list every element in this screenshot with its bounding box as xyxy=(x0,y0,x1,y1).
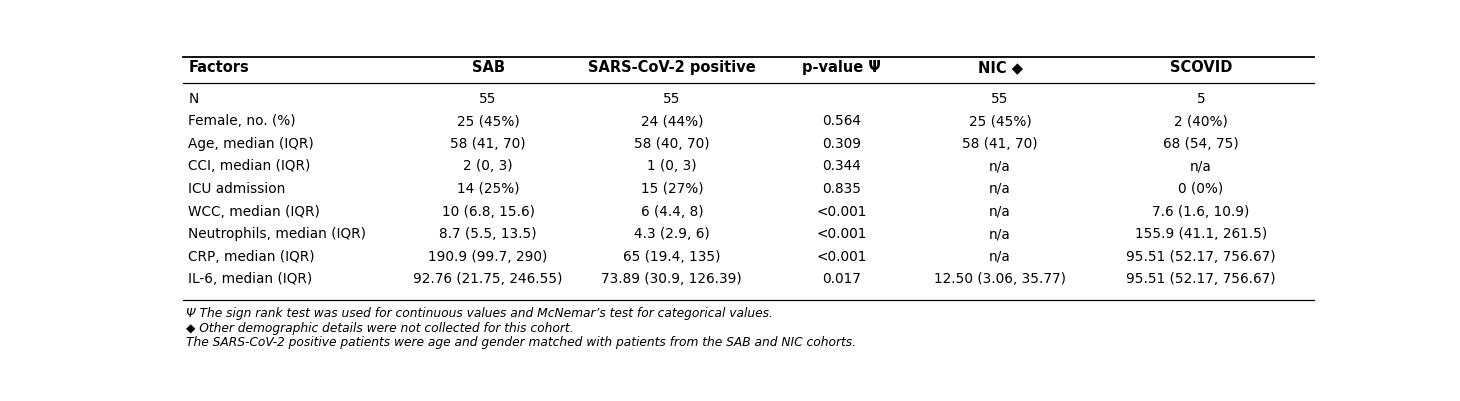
Text: CRP, median (IQR): CRP, median (IQR) xyxy=(188,249,315,263)
Text: 73.89 (30.9, 126.39): 73.89 (30.9, 126.39) xyxy=(602,271,742,286)
Text: 55: 55 xyxy=(663,91,680,105)
Text: Ψ The sign rank test was used for continuous values and McNemar’s test for categ: Ψ The sign rank test was used for contin… xyxy=(185,306,772,319)
Text: SAB: SAB xyxy=(472,60,505,75)
Text: Factors: Factors xyxy=(188,60,248,75)
Text: N: N xyxy=(188,91,199,105)
Text: 0.344: 0.344 xyxy=(822,159,861,173)
Text: n/a: n/a xyxy=(988,159,1010,173)
Text: 0.017: 0.017 xyxy=(822,271,861,286)
Text: 2 (0, 3): 2 (0, 3) xyxy=(463,159,512,173)
Text: SARS-CoV-2 positive: SARS-CoV-2 positive xyxy=(588,60,756,75)
Text: 0.835: 0.835 xyxy=(822,182,861,195)
Text: 55: 55 xyxy=(991,91,1009,105)
Text: 1 (0, 3): 1 (0, 3) xyxy=(647,159,696,173)
Text: 155.9 (41.1, 261.5): 155.9 (41.1, 261.5) xyxy=(1134,227,1267,241)
Text: 58 (40, 70): 58 (40, 70) xyxy=(634,136,710,150)
Text: 68 (54, 75): 68 (54, 75) xyxy=(1164,136,1238,150)
Text: The SARS-CoV-2 positive patients were age and gender matched with patients from : The SARS-CoV-2 positive patients were ag… xyxy=(185,336,856,348)
Text: Female, no. (%): Female, no. (%) xyxy=(188,114,296,128)
Text: 0.564: 0.564 xyxy=(822,114,861,128)
Text: n/a: n/a xyxy=(988,204,1010,218)
Text: SCOVID: SCOVID xyxy=(1169,60,1232,75)
Text: 58 (41, 70): 58 (41, 70) xyxy=(450,136,526,150)
Text: IL-6, median (IQR): IL-6, median (IQR) xyxy=(188,271,312,286)
Text: n/a: n/a xyxy=(988,182,1010,195)
Text: 2 (40%): 2 (40%) xyxy=(1174,114,1228,128)
Text: 0 (0%): 0 (0%) xyxy=(1178,182,1223,195)
Text: WCC, median (IQR): WCC, median (IQR) xyxy=(188,204,320,218)
Text: <0.001: <0.001 xyxy=(816,249,867,263)
Text: 14 (25%): 14 (25%) xyxy=(457,182,520,195)
Text: n/a: n/a xyxy=(1190,159,1212,173)
Text: CCI, median (IQR): CCI, median (IQR) xyxy=(188,159,311,173)
Text: 0.309: 0.309 xyxy=(822,136,861,150)
Text: p-value Ψ: p-value Ψ xyxy=(802,60,880,75)
Text: 8.7 (5.5, 13.5): 8.7 (5.5, 13.5) xyxy=(439,227,537,241)
Text: n/a: n/a xyxy=(988,227,1010,241)
Text: Age, median (IQR): Age, median (IQR) xyxy=(188,136,314,150)
Text: 55: 55 xyxy=(479,91,496,105)
Text: NIC ◆: NIC ◆ xyxy=(978,60,1022,75)
Text: <0.001: <0.001 xyxy=(816,204,867,218)
Text: 10 (6.8, 15.6): 10 (6.8, 15.6) xyxy=(441,204,534,218)
Text: n/a: n/a xyxy=(988,249,1010,263)
Text: 25 (45%): 25 (45%) xyxy=(457,114,520,128)
Text: 6 (4.4, 8): 6 (4.4, 8) xyxy=(641,204,704,218)
Text: 7.6 (1.6, 10.9): 7.6 (1.6, 10.9) xyxy=(1152,204,1250,218)
Text: Neutrophils, median (IQR): Neutrophils, median (IQR) xyxy=(188,227,366,241)
Text: 58 (41, 70): 58 (41, 70) xyxy=(962,136,1038,150)
Text: 65 (19.4, 135): 65 (19.4, 135) xyxy=(623,249,721,263)
Text: 25 (45%): 25 (45%) xyxy=(968,114,1031,128)
Text: 190.9 (99.7, 290): 190.9 (99.7, 290) xyxy=(428,249,548,263)
Text: 4.3 (2.9, 6): 4.3 (2.9, 6) xyxy=(634,227,710,241)
Text: <0.001: <0.001 xyxy=(816,227,867,241)
Text: 5: 5 xyxy=(1197,91,1204,105)
Text: 95.51 (52.17, 756.67): 95.51 (52.17, 756.67) xyxy=(1126,271,1276,286)
Text: 24 (44%): 24 (44%) xyxy=(641,114,704,128)
Text: 12.50 (3.06, 35.77): 12.50 (3.06, 35.77) xyxy=(934,271,1066,286)
Text: ICU admission: ICU admission xyxy=(188,182,286,195)
Text: 95.51 (52.17, 756.67): 95.51 (52.17, 756.67) xyxy=(1126,249,1276,263)
Text: 92.76 (21.75, 246.55): 92.76 (21.75, 246.55) xyxy=(413,271,562,286)
Text: 15 (27%): 15 (27%) xyxy=(641,182,704,195)
Text: ◆ Other demographic details were not collected for this cohort.: ◆ Other demographic details were not col… xyxy=(185,321,574,334)
